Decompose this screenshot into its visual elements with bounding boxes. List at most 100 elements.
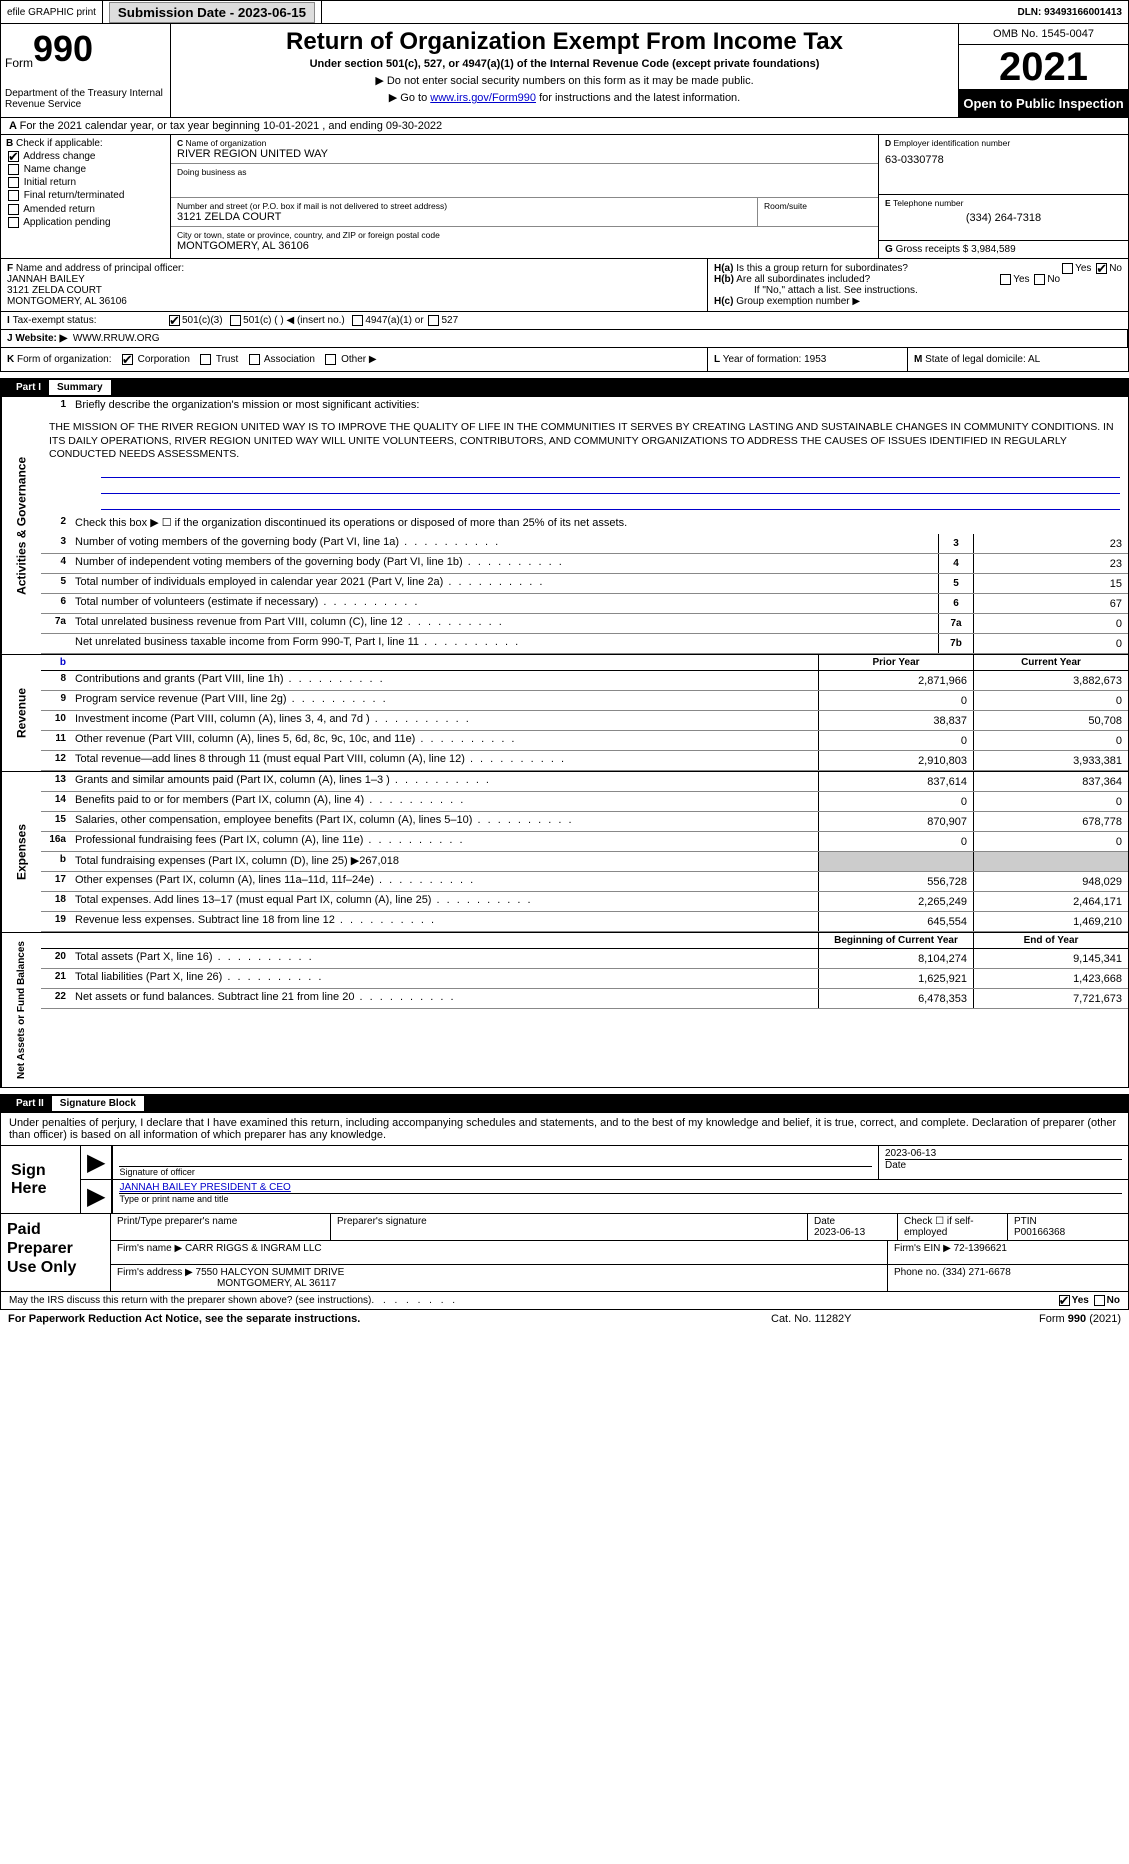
mission-text: THE MISSION OF THE RIVER REGION UNITED W… <box>41 417 1128 466</box>
gross-value: 3,984,589 <box>971 244 1016 255</box>
note-ssn: Do not enter social security numbers on … <box>183 74 946 87</box>
chk-assoc[interactable] <box>249 354 260 365</box>
dept-treasury: Department of the Treasury Internal Reve… <box>5 88 166 110</box>
h-b: H(b) Are all subordinates included? Yes … <box>714 274 1122 285</box>
firm-ein-label: Firm's EIN ▶ <box>894 1243 951 1254</box>
mission-label: Briefly describe the organization's miss… <box>71 397 1128 417</box>
chk-4947[interactable] <box>352 315 363 326</box>
col-b-header: B Check if applicable: <box>6 138 165 149</box>
colb-chk-2[interactable] <box>8 177 19 188</box>
dba-label: Doing business as <box>177 167 872 177</box>
colb-item-1: Name change <box>6 164 165 175</box>
ein-label: D Employer identification number <box>885 138 1122 148</box>
firm-ein: 72-1396621 <box>954 1243 1007 1254</box>
side-expenses: Expenses <box>1 772 41 932</box>
colb-chk-1[interactable] <box>8 164 19 175</box>
rev-line-11: 11Other revenue (Part VIII, column (A), … <box>41 731 1128 751</box>
paid-preparer-label: Paid Preparer Use Only <box>1 1214 111 1291</box>
phone-label: E Telephone number <box>885 198 1122 208</box>
colb-chk-0[interactable] <box>8 151 19 162</box>
room-label: Room/suite <box>764 201 872 211</box>
phone-value: (334) 264-7318 <box>885 212 1122 224</box>
website-value: WWW.RRUW.ORG <box>73 333 160 344</box>
firm-phone: (334) 271-6678 <box>942 1267 1010 1278</box>
side-netassets: Net Assets or Fund Balances <box>1 933 41 1087</box>
colb-chk-3[interactable] <box>8 190 19 201</box>
sig-arrow-2: ▶ <box>81 1180 111 1213</box>
exp-line-14: 14Benefits paid to or for members (Part … <box>41 792 1128 812</box>
chk-corp[interactable] <box>122 354 133 365</box>
sign-here-label: Sign Here <box>1 1146 81 1213</box>
submission-date: Submission Date - 2023-06-15 <box>103 1 322 23</box>
net-line-20: 20Total assets (Part X, line 16)8,104,27… <box>41 949 1128 969</box>
ptin-value: P00166368 <box>1014 1227 1065 1238</box>
current-year-header: Current Year <box>973 655 1128 670</box>
discuss-yes-chk[interactable] <box>1059 1295 1070 1306</box>
prior-year-header: Prior Year <box>818 655 973 670</box>
chk-501c3[interactable] <box>169 315 180 326</box>
prep-selfemp: Check ☐ if self-employed <box>898 1214 1008 1240</box>
chk-527[interactable] <box>428 315 439 326</box>
exp-line-19: 19Revenue less expenses. Subtract line 1… <box>41 912 1128 932</box>
paperwork-notice: For Paperwork Reduction Act Notice, see … <box>8 1313 771 1325</box>
sig-officer-label: Signature of officer <box>119 1166 872 1177</box>
colb-item-5: Application pending <box>6 217 165 228</box>
cat-no: Cat. No. 11282Y <box>771 1313 971 1325</box>
gov-line-4: 4Number of independent voting members of… <box>41 554 1128 574</box>
sig-date-label: Date <box>885 1159 1122 1171</box>
chk-501c[interactable] <box>230 315 241 326</box>
rev-line-9: 9Program service revenue (Part VIII, lin… <box>41 691 1128 711</box>
efile-graphic: efile GRAPHIC print <box>1 1 103 23</box>
irs-link[interactable]: www.irs.gov/Form990 <box>430 92 536 104</box>
sig-date: 2023-06-13 <box>885 1148 1122 1159</box>
chk-other[interactable] <box>325 354 336 365</box>
chk-trust[interactable] <box>200 354 211 365</box>
begin-year-header: Beginning of Current Year <box>818 933 973 948</box>
prep-sig-h: Preparer's signature <box>331 1214 808 1240</box>
website-label: Website: ▶ <box>15 333 67 344</box>
exp-line-15: 15Salaries, other compensation, employee… <box>41 812 1128 832</box>
exp-line-13: 13Grants and similar amounts paid (Part … <box>41 772 1128 792</box>
officer-addr2: MONTGOMERY, AL 36106 <box>7 296 701 307</box>
submission-button[interactable]: Submission Date - 2023-06-15 <box>109 2 315 23</box>
firm-name: CARR RIGGS & INGRAM LLC <box>185 1243 322 1254</box>
omb-number: OMB No. 1545-0047 <box>959 24 1128 45</box>
discuss-no-chk[interactable] <box>1094 1295 1105 1306</box>
street-value: 3121 ZELDA COURT <box>177 211 751 223</box>
year-formation: 1953 <box>804 354 826 365</box>
prep-date-h: Date <box>814 1216 835 1227</box>
form-header: Form990 Department of the Treasury Inter… <box>0 24 1129 118</box>
line2-text: Check this box ▶ ☐ if the organization d… <box>71 514 1128 534</box>
side-revenue: Revenue <box>1 655 41 771</box>
rev-line-10: 10Investment income (Part VIII, column (… <box>41 711 1128 731</box>
rev-line-8: 8Contributions and grants (Part VIII, li… <box>41 671 1128 691</box>
gov-line-6: 6Total number of volunteers (estimate if… <box>41 594 1128 614</box>
city-value: MONTGOMERY, AL 36106 <box>177 240 872 252</box>
name-label: C Name of organization <box>177 138 872 148</box>
gov-line-7a: 7aTotal unrelated business revenue from … <box>41 614 1128 634</box>
colb-item-3: Final return/terminated <box>6 190 165 201</box>
h-b-note: If "No," attach a list. See instructions… <box>714 285 1122 296</box>
officer-name-link[interactable]: JANNAH BAILEY PRESIDENT & CEO <box>119 1182 290 1193</box>
part2-header: Part IISignature Block <box>0 1094 1129 1113</box>
exp-line-b: bTotal fundraising expenses (Part IX, co… <box>41 852 1128 872</box>
form-subtitle: Under section 501(c), 527, or 4947(a)(1)… <box>183 58 946 70</box>
prep-name-h: Print/Type preparer's name <box>111 1214 331 1240</box>
firm-addr1: 7550 HALCYON SUMMIT DRIVE <box>196 1267 345 1278</box>
exp-line-17: 17Other expenses (Part IX, column (A), l… <box>41 872 1128 892</box>
dln: DLN: 93493166001413 <box>1011 1 1128 23</box>
rev-line-12: 12Total revenue—add lines 8 through 11 (… <box>41 751 1128 771</box>
colb-item-2: Initial return <box>6 177 165 188</box>
colb-chk-4[interactable] <box>8 204 19 215</box>
colb-chk-5[interactable] <box>8 217 19 228</box>
part1-header: Part ISummary <box>0 378 1129 397</box>
gov-line-5: 5Total number of individuals employed in… <box>41 574 1128 594</box>
status-label: I Tax-exempt status: <box>7 315 167 326</box>
firm-name-label: Firm's name ▶ <box>117 1243 182 1254</box>
h-c: H(c) Group exemption number ▶ <box>714 296 1122 307</box>
form-number: Form990 <box>5 28 166 70</box>
net-line-21: 21Total liabilities (Part X, line 26)1,6… <box>41 969 1128 989</box>
gov-line-3: 3Number of voting members of the governi… <box>41 534 1128 554</box>
exp-line-18: 18Total expenses. Add lines 13–17 (must … <box>41 892 1128 912</box>
exp-line-16a: 16aProfessional fundraising fees (Part I… <box>41 832 1128 852</box>
